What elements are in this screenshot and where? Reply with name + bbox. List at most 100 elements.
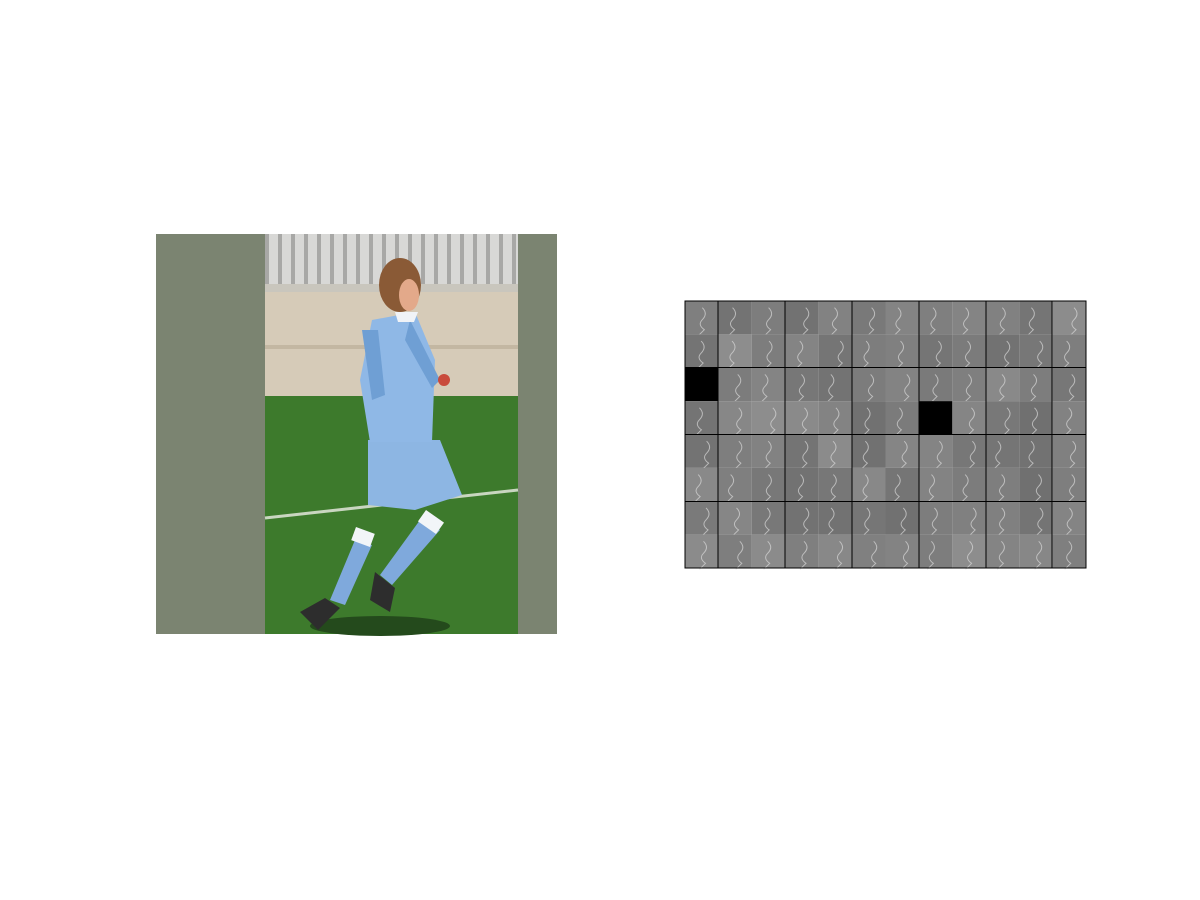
feature-map (918, 434, 953, 468)
activation (1035, 340, 1044, 370)
activation (899, 440, 908, 470)
activation (997, 474, 1006, 503)
feature-map (751, 301, 786, 335)
feature-map (918, 467, 953, 502)
feature-map (852, 301, 886, 335)
activation (1068, 440, 1077, 470)
feature-map (718, 434, 752, 468)
feature-map (952, 467, 986, 502)
activation (763, 540, 772, 570)
activation (964, 374, 972, 403)
feature-map (751, 367, 786, 402)
input-image (156, 234, 557, 636)
activation (768, 407, 777, 437)
feature-map (718, 367, 752, 402)
activation (896, 340, 905, 370)
activation (866, 374, 875, 403)
feature-map (1019, 434, 1053, 468)
feature-map (818, 501, 853, 535)
activation (697, 307, 706, 337)
feature-map (1052, 534, 1086, 568)
activation (726, 474, 735, 503)
feature-map (885, 301, 919, 335)
activation (861, 340, 870, 370)
feature-map (918, 334, 953, 368)
feature-map (751, 334, 786, 368)
feature-map (985, 301, 1020, 335)
activation (828, 474, 837, 503)
activation (960, 474, 969, 503)
activation (727, 340, 736, 370)
activation (800, 407, 808, 437)
feature-map (1052, 501, 1086, 535)
activation (898, 507, 907, 537)
activation (963, 340, 972, 370)
activation (760, 374, 769, 403)
feature-map-grid (684, 300, 1087, 570)
feature-map (852, 367, 886, 402)
activation (831, 407, 840, 437)
feature-map (952, 534, 986, 568)
feature-map (685, 301, 719, 335)
activation (734, 407, 743, 437)
activation (693, 474, 702, 503)
feature-map (718, 334, 752, 368)
activation (701, 507, 710, 537)
activation (934, 440, 943, 470)
feature-map (818, 334, 853, 368)
feature-map (1019, 301, 1053, 335)
activation (860, 440, 869, 470)
activation (1067, 474, 1076, 503)
feature-map (1019, 467, 1053, 502)
feature-map (885, 534, 919, 568)
activation (1062, 340, 1071, 370)
activation (801, 307, 810, 337)
feature-map (1052, 467, 1086, 502)
activation (967, 407, 975, 437)
player (300, 258, 462, 630)
activation (1034, 540, 1043, 570)
feature-map (952, 401, 986, 435)
activation (1002, 340, 1011, 370)
activation (928, 307, 937, 337)
activation (733, 374, 742, 403)
activation (826, 507, 835, 537)
feature-map (1019, 501, 1053, 535)
feature-map (852, 334, 886, 368)
activation (934, 340, 942, 370)
activation (796, 474, 805, 503)
activation (762, 507, 771, 537)
activation (695, 407, 703, 437)
activation (862, 507, 871, 537)
feature-map (985, 367, 1020, 402)
feature-map (885, 501, 919, 535)
activation (894, 407, 903, 437)
activation (800, 440, 809, 470)
feature-map (718, 534, 752, 568)
feature-map (1052, 301, 1086, 335)
activation (797, 374, 805, 403)
activation (696, 340, 705, 370)
activation (1029, 374, 1038, 403)
activation (702, 440, 711, 470)
activation (764, 340, 773, 370)
feature-map (685, 434, 719, 468)
feature-map (1052, 401, 1086, 435)
feature-map (718, 467, 752, 502)
feature-map (952, 434, 986, 468)
activation (1064, 507, 1073, 537)
activation (828, 440, 837, 470)
activation (835, 340, 844, 370)
activation (728, 307, 737, 337)
activation (1002, 407, 1011, 437)
feature-map (918, 301, 953, 335)
activation (869, 540, 878, 570)
feature-map (952, 501, 986, 535)
feature-map (918, 367, 953, 402)
feature-map (818, 434, 853, 468)
feature-map (885, 367, 919, 402)
feature-map (1052, 334, 1086, 368)
feature-map (918, 401, 953, 435)
shadow (310, 616, 450, 636)
activation (1067, 374, 1076, 403)
